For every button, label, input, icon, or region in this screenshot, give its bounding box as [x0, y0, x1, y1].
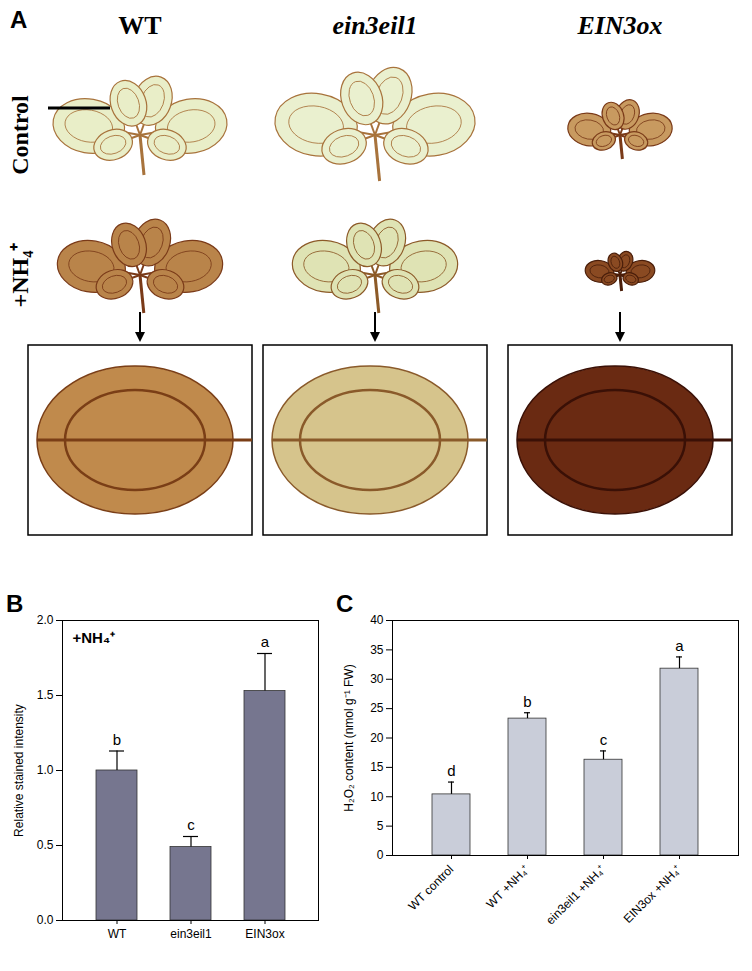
- svg-text:b: b: [113, 731, 121, 748]
- svg-text:c: c: [600, 731, 608, 748]
- svg-text:ein3eil1: ein3eil1: [332, 11, 417, 40]
- svg-text:5: 5: [377, 819, 384, 833]
- svg-text:a: a: [261, 633, 270, 650]
- svg-text:EIN3ox: EIN3ox: [576, 11, 662, 40]
- html-text:B: B: [6, 590, 24, 617]
- svg-text:ein3eil1: ein3eil1: [170, 927, 212, 941]
- svg-text:1.0: 1.0: [37, 763, 54, 777]
- svg-text:Control: Control: [7, 95, 33, 175]
- svg-text:0.5: 0.5: [37, 838, 54, 852]
- svg-text:H₂O₂ content (nmol g⁻¹ FW): H₂O₂ content (nmol g⁻¹ FW): [342, 664, 356, 811]
- svg-text:0: 0: [377, 848, 384, 862]
- svg-text:30: 30: [370, 672, 384, 686]
- svg-text:0.0: 0.0: [37, 913, 54, 927]
- svg-text:ein3eil1 +NH₄⁺: ein3eil1 +NH₄⁺: [543, 862, 608, 927]
- svg-text:+NH₄⁺: +NH₄⁺: [73, 629, 116, 646]
- svg-text:WT: WT: [118, 11, 161, 40]
- svg-text:+NH₄⁺: +NH₄⁺: [7, 243, 33, 308]
- svg-text:WT: WT: [108, 927, 127, 941]
- svg-text:15: 15: [370, 760, 384, 774]
- svg-text:A: A: [10, 6, 27, 33]
- svg-text:20: 20: [370, 731, 384, 745]
- html-text:C: C: [336, 590, 354, 617]
- svg-text:d: d: [447, 762, 455, 779]
- svg-text:25: 25: [370, 701, 384, 715]
- svg-text:40: 40: [370, 613, 384, 627]
- svg-text:35: 35: [370, 643, 384, 657]
- svg-text:WT control: WT control: [406, 862, 457, 913]
- svg-text:EIN3ox: EIN3ox: [245, 927, 284, 941]
- svg-text:c: c: [187, 816, 195, 833]
- svg-text:2.0: 2.0: [37, 613, 54, 627]
- svg-text:b: b: [523, 693, 531, 710]
- svg-text:10: 10: [370, 790, 384, 804]
- svg-text:WT +NH₄⁺: WT +NH₄⁺: [484, 862, 533, 911]
- svg-text:1.5: 1.5: [37, 688, 54, 702]
- svg-text:Relative stained intensity: Relative stained intensity: [12, 704, 26, 837]
- svg-text:EIN3ox +NH₄⁺: EIN3ox +NH₄⁺: [621, 862, 685, 926]
- svg-text:a: a: [675, 637, 684, 654]
